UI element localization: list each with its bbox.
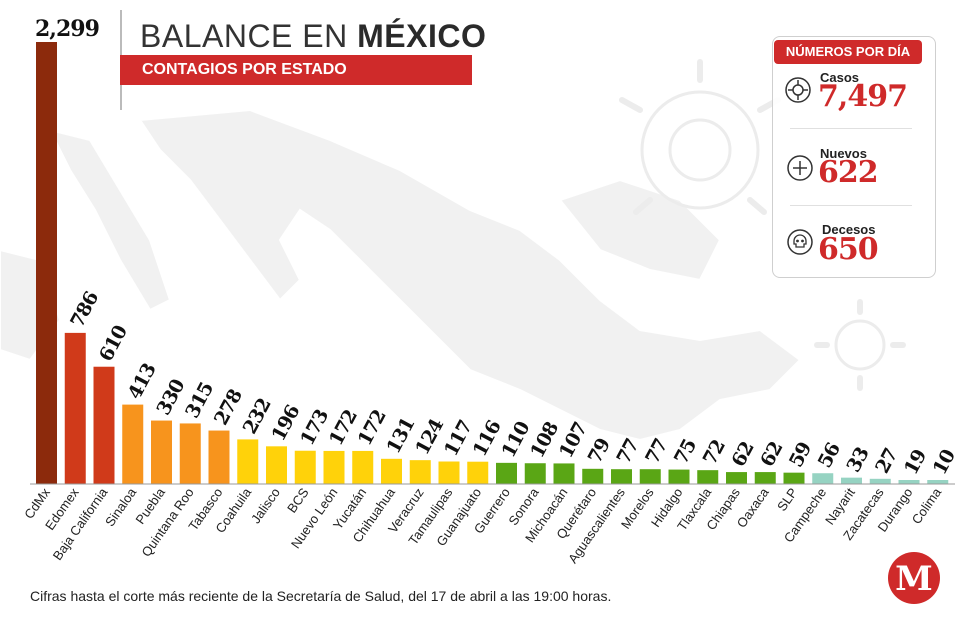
title-country: MÉXICO	[357, 18, 487, 54]
bar-29	[841, 477, 862, 484]
value-label-11: 172	[325, 407, 362, 450]
bar-9	[266, 446, 287, 484]
category-label-32: Colima	[909, 484, 945, 526]
category-label-27: SLP	[774, 485, 800, 514]
bar-28	[812, 473, 834, 484]
bar-25	[726, 472, 747, 484]
value-label-22: 77	[641, 436, 672, 468]
bar-19	[553, 463, 575, 484]
value-label-27: 59	[785, 438, 816, 471]
value-label-17: 110	[497, 418, 534, 461]
bar-16	[467, 461, 489, 484]
skull-icon	[787, 229, 813, 255]
bar-1	[36, 42, 57, 484]
bar-30	[869, 478, 891, 484]
plus-icon	[787, 155, 813, 181]
milenio-logo: M	[888, 552, 940, 604]
category-label-10: BCS	[284, 485, 312, 516]
logo-letter: M	[895, 559, 933, 599]
bar-8	[237, 439, 259, 484]
cases-label: Casos	[820, 70, 860, 85]
bar-26	[754, 472, 776, 484]
category-label-9: Jalisco	[248, 485, 283, 526]
bar-23	[668, 469, 690, 484]
bar-31	[898, 480, 920, 484]
bar-32	[927, 480, 949, 484]
bar-14	[409, 460, 431, 484]
value-label-1: 2,299	[35, 16, 99, 42]
deaths-label: Decesos	[822, 222, 876, 237]
bar-6	[179, 423, 201, 484]
bar-5	[151, 420, 172, 484]
deaths-value: 650	[818, 232, 879, 267]
panel-divider	[790, 205, 912, 206]
daily-numbers-panel	[772, 36, 936, 278]
value-label-21: 77	[612, 436, 643, 468]
value-label-26: 62	[756, 439, 787, 471]
daily-numbers-heading: NÚMEROS POR DÍA	[774, 40, 922, 64]
bar-3	[93, 366, 115, 484]
bar-10	[294, 450, 316, 484]
chart-subtitle: CONTAGIOS POR ESTADO	[120, 55, 472, 85]
bar-21	[611, 469, 632, 484]
value-label-23: 75	[670, 436, 701, 468]
new-label: Nuevos	[820, 146, 867, 161]
cases-value: 7,497	[818, 79, 908, 114]
bar-13	[381, 458, 402, 484]
footnote: Cifras hasta el corte más reciente de la…	[30, 588, 612, 604]
value-label-2: 786	[66, 288, 103, 331]
value-label-15: 117	[440, 417, 477, 460]
bar-12	[352, 450, 374, 484]
bar-2	[64, 332, 86, 484]
value-label-30: 27	[871, 445, 902, 477]
new-value: 622	[818, 155, 879, 190]
value-label-32: 10	[929, 446, 958, 479]
value-label-18: 108	[526, 418, 563, 461]
value-label-28: 56	[814, 439, 845, 472]
bar-27	[783, 472, 805, 484]
value-label-31: 19	[900, 446, 931, 479]
bar-4	[122, 404, 144, 484]
bar-20	[582, 468, 604, 484]
bar-24	[697, 470, 719, 484]
bar-22	[639, 469, 661, 484]
bar-7	[208, 430, 230, 484]
value-label-20: 79	[584, 435, 615, 468]
value-label-25: 62	[727, 439, 758, 471]
chart-title: BALANCE EN MÉXICO	[140, 18, 486, 55]
panel-divider	[790, 128, 912, 129]
bar-17	[496, 462, 517, 484]
virus-icon	[785, 77, 811, 103]
value-label-24: 72	[699, 437, 730, 469]
bar-18	[524, 463, 546, 484]
bar-15	[438, 461, 460, 484]
title-prefix: BALANCE EN	[140, 18, 358, 54]
value-label-16: 116	[469, 417, 506, 460]
value-label-29: 33	[842, 444, 873, 476]
category-label-4: Sinaloa	[102, 484, 140, 529]
value-label-4: 413	[124, 360, 161, 403]
bar-11	[323, 450, 345, 484]
value-label-3: 610	[95, 322, 132, 365]
